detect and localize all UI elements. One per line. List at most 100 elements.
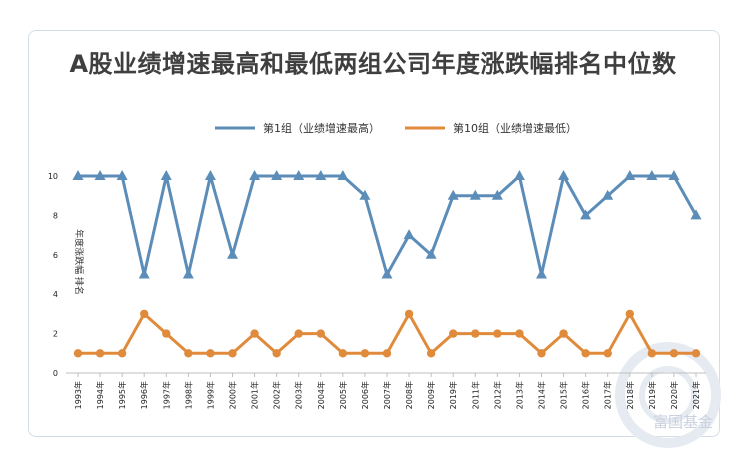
data-point-group1	[381, 268, 393, 279]
data-point-group1	[536, 268, 547, 279]
data-point-group1	[337, 170, 349, 180]
x-tick-label: 1993年	[73, 381, 83, 409]
data-point-group10	[471, 329, 480, 338]
data-point-group10	[162, 329, 171, 338]
x-tick-label: 2019年	[647, 381, 657, 409]
data-point-group10	[140, 309, 149, 319]
data-point-group10	[493, 329, 502, 338]
data-point-group1	[116, 170, 128, 180]
data-point-group10	[647, 349, 657, 358]
data-point-group1	[491, 189, 503, 200]
data-point-group10	[117, 349, 127, 358]
x-tick-label: 1995年	[117, 381, 127, 409]
x-tick-label: 2013年	[514, 381, 524, 409]
data-point-group10	[691, 349, 701, 358]
data-point-group1	[160, 170, 172, 180]
x-tick-label: 2020年	[669, 381, 679, 409]
data-point-group1	[271, 170, 283, 180]
data-point-group1	[293, 170, 305, 180]
data-point-group1	[182, 268, 194, 279]
data-point-group1	[668, 170, 680, 180]
legend-label-group1: 第1组（业绩增速最高）	[263, 121, 380, 135]
data-point-group1	[447, 189, 459, 200]
data-point-group1	[580, 209, 592, 220]
data-point-group10	[316, 329, 325, 338]
data-point-group10	[360, 349, 370, 358]
chart-title: A股业绩增速最高和最低两组公司年度涨跌幅排名中位数	[69, 50, 677, 78]
y-tick-label: 6	[53, 251, 58, 260]
data-point-group1	[227, 248, 238, 259]
x-tick-label: 2008年	[404, 381, 414, 409]
x-tick-labels: 1993年 1994年 1995年 1996年 1997年 1998年 1999年 2000年…	[73, 373, 701, 409]
x-tick-label: 2005年	[338, 381, 348, 409]
data-point-group1	[359, 189, 371, 200]
data-point-group1	[513, 170, 525, 180]
x-tick-label: 2007年	[382, 381, 392, 409]
x-tick-label: 1998年	[183, 381, 193, 409]
data-point-group1	[94, 170, 106, 180]
x-tick-label: 1997年	[161, 381, 171, 409]
data-point-group1	[72, 170, 84, 180]
x-tick-label: 2000年	[228, 381, 238, 409]
data-point-group10	[73, 349, 83, 358]
x-tick-label: 2006年	[360, 381, 370, 409]
y-tick-label: 0	[53, 369, 58, 378]
data-point-group1	[315, 170, 327, 180]
x-tick-label: 2012年	[492, 381, 502, 409]
x-tick-label: 2017年	[603, 381, 613, 409]
x-tick-label: 1996年	[139, 381, 149, 409]
series-line-group10	[78, 312, 696, 355]
data-point-group10	[625, 309, 634, 319]
x-tick-label: 2021年	[691, 381, 701, 409]
y-axis-label: 年度涨跌幅 排名	[73, 229, 85, 295]
x-tick-label: 2019年	[448, 381, 458, 409]
data-point-group1	[602, 189, 614, 200]
y-tick-label: 4	[53, 290, 58, 299]
data-point-group10	[426, 349, 436, 358]
data-point-group10	[382, 349, 392, 358]
data-point-group1	[646, 170, 658, 180]
x-tick-label: 2015年	[559, 381, 569, 409]
data-point-group10	[294, 329, 303, 338]
y-tick-labels: 0 2 4 6 8 10	[48, 172, 58, 378]
data-point-group1	[249, 170, 261, 180]
legend-label-group10: 第10组（业绩增速最低）	[453, 121, 577, 135]
series-line-group1	[78, 174, 698, 276]
data-point-group10	[559, 329, 568, 338]
x-tick-label: 2016年	[581, 381, 591, 409]
data-point-group10	[95, 349, 105, 358]
data-point-group1	[558, 170, 570, 180]
data-point-group10	[449, 329, 458, 338]
data-point-group1	[138, 268, 150, 279]
x-tick-label: 2011年	[470, 381, 480, 409]
x-tick-label: 1994年	[95, 381, 105, 409]
watermark-logo: 富国基金	[615, 342, 721, 448]
data-point-group10	[250, 329, 259, 338]
x-tick-label: 2001年	[250, 381, 260, 409]
y-tick-label: 2	[53, 330, 58, 339]
data-point-group1	[469, 189, 481, 200]
data-point-group10	[184, 349, 193, 358]
data-point-group10	[206, 349, 215, 358]
data-point-group1	[690, 209, 702, 220]
x-tick-label: 2018年	[625, 381, 635, 409]
data-point-group10	[515, 329, 524, 338]
watermark-text: 富国基金	[653, 413, 713, 431]
data-point-group10	[228, 349, 237, 358]
data-point-group1	[403, 229, 415, 240]
data-point-group10	[272, 349, 281, 358]
y-tick-label: 8	[53, 211, 58, 220]
x-tick-label: 2003年	[294, 381, 304, 409]
data-point-group1	[624, 170, 636, 180]
legend: 第1组（业绩增速最高） 第10组（业绩增速最低）	[215, 121, 577, 135]
series-layer	[72, 170, 702, 358]
y-tick-label: 10	[48, 172, 58, 181]
x-tick-label: 2014年	[537, 381, 547, 409]
x-tick-label: 2009年	[426, 381, 436, 409]
data-point-group10	[603, 349, 612, 358]
x-tick-label: 1999年	[205, 381, 215, 409]
data-point-group1	[425, 248, 437, 259]
data-point-group10	[404, 309, 414, 319]
x-tick-label: 2004年	[316, 381, 326, 409]
